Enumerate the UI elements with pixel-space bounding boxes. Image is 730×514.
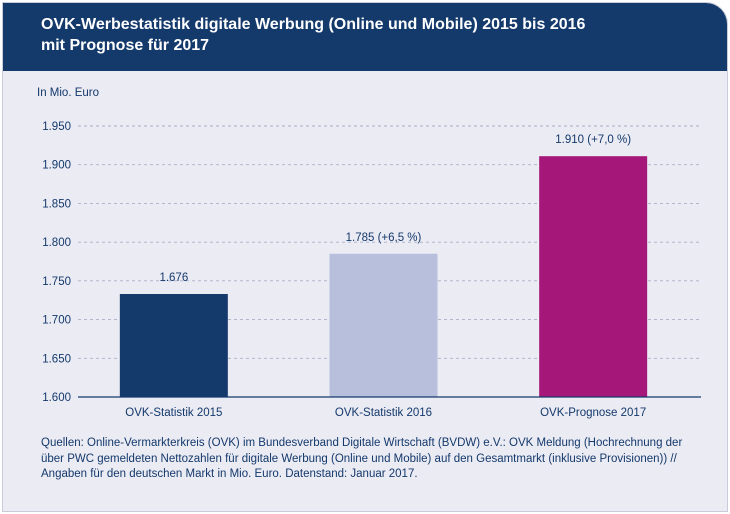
data-label: 1.676 (159, 272, 188, 284)
data-labels: 1.676 1.785 (+6,5 %) 1.910 (+7,0 %) (159, 134, 631, 284)
source-note: Quellen: Online-Vermarkterkreis (OVK) im… (41, 436, 723, 483)
source-line-1: Quellen: Online-Vermarkterkreis (OVK) im… (41, 437, 683, 449)
y-tick-label: 1.700 (42, 315, 71, 327)
chart-title-line-1: OVK-Werbestatistik digitale Werbung (Onl… (41, 16, 586, 33)
source-line-3: Angaben für den deutschen Markt in Mio. … (41, 468, 418, 480)
bar (329, 253, 438, 397)
data-label: 1.910 (+7,0 %) (555, 134, 631, 146)
y-tick-label: 1.900 (42, 160, 71, 172)
bars (119, 156, 648, 397)
bar (119, 294, 228, 397)
y-tick-label: 1.850 (42, 198, 71, 210)
y-tick-label: 1.650 (42, 353, 71, 365)
chart-header: OVK-Werbestatistik digitale Werbung (Onl… (3, 3, 727, 71)
y-tick-label: 1.800 (42, 237, 71, 249)
data-label: 1.785 (+6,5 %) (346, 232, 422, 244)
source-line-2: über PWC gemeldeten Nettozahlen für digi… (41, 452, 677, 465)
bar-chart: In Mio. Euro 1.6001.6501.7001.7501.8001.… (37, 87, 701, 419)
x-tick-labels: OVK-Statistik 2015 OVK-Statistik 2016 OVK-… (125, 407, 646, 419)
y-tick-labels: 1.600 1.650 1.700 1.750 1.800 1.850 1.900 1.950 (42, 121, 71, 404)
y-axis-label: In Mio. Euro (37, 87, 99, 99)
x-tick-label: OVK-Statistik 2015 (125, 407, 222, 419)
y-tick-label: 1.600 (42, 392, 71, 404)
bar (539, 156, 648, 397)
chart-title-line-2: mit Prognose für 2017 (41, 37, 210, 54)
x-tick-label: OVK-Statistik 2016 (335, 407, 432, 419)
y-tick-label: 1.750 (42, 276, 71, 288)
x-tick-label: OVK-Prognose 2017 (540, 407, 646, 419)
y-tick-label: 1.950 (42, 121, 71, 133)
